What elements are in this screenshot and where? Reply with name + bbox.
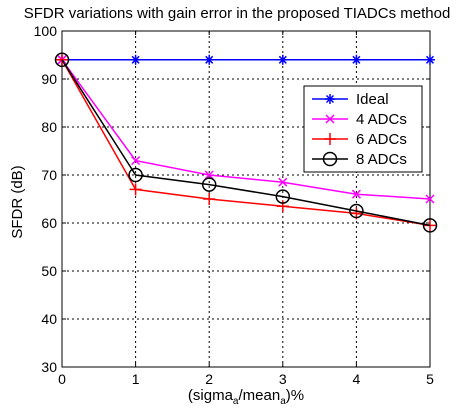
x-axis-label-part-1: (sigma [188, 387, 234, 404]
series-2-point-2 [203, 193, 216, 205]
legend-label-0: Ideal [356, 91, 389, 108]
series-3-point-4 [349, 203, 364, 219]
series-2-point-3 [276, 200, 289, 213]
series-2-point-1 [129, 183, 142, 196]
chart-title: SFDR variations with gain error in the p… [24, 5, 451, 22]
y-tick-label-3: 60 [41, 215, 57, 231]
x-axis-label-part-2: /mean [238, 387, 280, 404]
series-0-point-2 [204, 54, 215, 65]
series-0-point-4 [351, 54, 362, 65]
plot-area: 0 1 2 3 4 5 30 40 50 60 70 80 90 100 [34, 23, 438, 387]
y-tick-label-2: 50 [41, 263, 57, 279]
legend-label-2: 6 ADCs [356, 131, 407, 148]
series-3-point-1 [128, 167, 143, 183]
legend: Ideal 4 ADCs 6 ADCs 8 ADCs [303, 85, 423, 173]
x-tick-label-0: 0 [58, 371, 66, 387]
series-1-point-5 [425, 194, 435, 204]
y-tick-label-0: 30 [41, 359, 57, 375]
x-axis-label-sub-2: a [280, 396, 286, 407]
y-tick-label-4: 70 [41, 167, 57, 183]
series-0-point-3 [277, 54, 288, 65]
legend-label-3: 8 ADCs [356, 151, 407, 168]
series-line-1 [61, 59, 431, 200]
x-tick-label-2: 2 [205, 371, 213, 387]
x-tick-label-3: 3 [279, 371, 287, 387]
x-axis-label-sub-1: a [233, 396, 239, 407]
legend-label-1: 4 ADCs [356, 111, 407, 128]
series-3-point-5 [422, 218, 438, 233]
y-tick-label-6: 90 [41, 71, 57, 87]
y-tick-label-5: 80 [41, 119, 57, 135]
series-1-point-2 [204, 170, 214, 180]
series-line-3 [61, 59, 431, 227]
series-0-point-1 [130, 54, 141, 65]
y-tick-label-1: 40 [41, 311, 57, 327]
x-tick-label-1: 1 [132, 371, 140, 387]
series-3-point-2 [201, 177, 217, 192]
x-axis-label: (sigmaa/meana)% [188, 387, 304, 407]
series-1-point-4 [351, 189, 361, 199]
x-axis-label-part-3: )% [286, 387, 304, 404]
series-3-point-0 [54, 52, 70, 68]
legend-marker-1 [325, 114, 335, 124]
series-1-point-3 [278, 177, 288, 187]
y-tick-label-7: 100 [34, 23, 58, 39]
x-tick-label-4: 4 [353, 371, 361, 387]
series-1-point-1 [131, 156, 141, 166]
legend-marker-2 [324, 133, 336, 145]
plot-background [62, 31, 430, 367]
legend-marker-3 [322, 151, 338, 167]
series-3-point-3 [275, 189, 291, 204]
series-0-point-5 [425, 54, 435, 65]
y-axis-label: SFDR (dB) [9, 165, 26, 238]
x-tick-label-5: 5 [426, 371, 434, 387]
legend-marker-0 [325, 94, 335, 104]
series-line-2 [61, 59, 431, 227]
